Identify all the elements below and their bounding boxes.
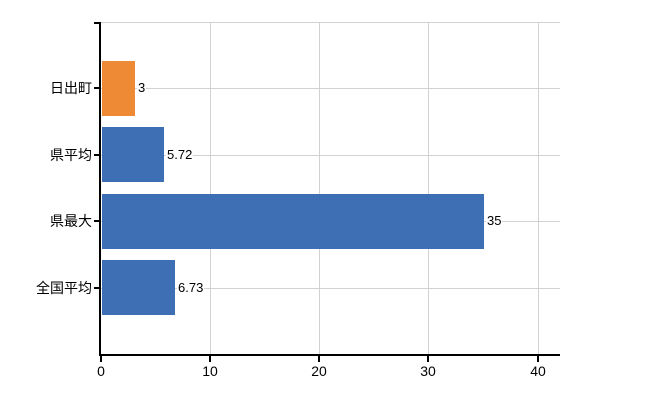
bar-value-label: 6.73 bbox=[177, 280, 205, 296]
y-axis-tick bbox=[94, 87, 101, 89]
gridline-horizontal bbox=[101, 88, 560, 89]
x-axis-line bbox=[99, 354, 560, 356]
bar-value-label: 5.72 bbox=[166, 147, 194, 163]
x-axis-tick bbox=[100, 356, 102, 362]
category-label: 県平均 bbox=[50, 147, 92, 163]
bar bbox=[102, 260, 175, 315]
y-axis-tick bbox=[94, 154, 101, 156]
gridline-vertical bbox=[210, 23, 211, 354]
x-tick-label: 20 bbox=[311, 363, 327, 379]
y-axis-tick bbox=[94, 287, 101, 289]
category-label: 日出町 bbox=[50, 80, 92, 96]
gridline-vertical bbox=[428, 23, 429, 354]
bar-value-label: 35 bbox=[486, 213, 503, 229]
bar-value-label: 3 bbox=[137, 80, 147, 96]
y-axis-line bbox=[99, 22, 101, 356]
gridline-horizontal bbox=[101, 288, 560, 289]
x-axis-tick bbox=[537, 356, 539, 362]
bar bbox=[102, 61, 135, 116]
x-axis-tick bbox=[427, 356, 429, 362]
bar bbox=[102, 194, 484, 249]
y-axis-tick bbox=[94, 220, 101, 222]
category-label: 全国平均 bbox=[36, 280, 92, 296]
x-tick-label: 10 bbox=[202, 363, 218, 379]
gridline-vertical bbox=[538, 23, 539, 354]
gridline-vertical bbox=[319, 23, 320, 354]
category-label: 県最大 bbox=[50, 213, 92, 229]
plot-top-border bbox=[101, 22, 560, 23]
gridline-horizontal bbox=[101, 155, 560, 156]
x-axis-tick bbox=[209, 356, 211, 362]
x-tick-label: 40 bbox=[530, 363, 546, 379]
x-tick-label: 30 bbox=[420, 363, 436, 379]
bar bbox=[102, 127, 164, 182]
x-axis-tick bbox=[318, 356, 320, 362]
y-axis-tick bbox=[94, 22, 101, 24]
x-tick-label: 0 bbox=[97, 363, 105, 379]
